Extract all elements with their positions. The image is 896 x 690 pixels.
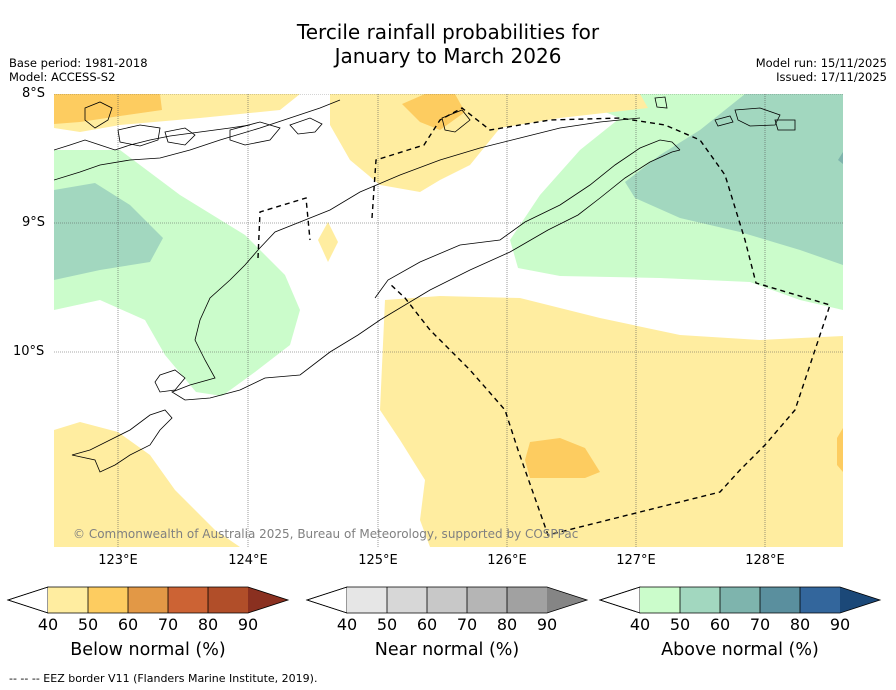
near-colorbar-segment	[467, 587, 507, 613]
below-colorbar-segment	[168, 587, 208, 613]
near-colorbar-max-extension	[547, 587, 587, 613]
lat-label-10s: 10°S	[13, 344, 45, 359]
above-colorbar-tick-label: 90	[829, 615, 851, 634]
above-colorbar-segment	[720, 587, 760, 613]
below-colorbar-segment	[88, 587, 128, 613]
lon-label-123e: 123°E	[98, 553, 138, 568]
below-colorbar-segment	[48, 587, 88, 613]
above-colorbar-outline	[598, 586, 882, 614]
above-colorbar-segment	[800, 587, 840, 613]
near-normal-label: Near normal (%)	[374, 640, 520, 660]
below-colorbar-segment	[128, 587, 168, 613]
lon-label-128e: 128°E	[745, 553, 785, 568]
eez-border	[257, 107, 831, 536]
near-colorbar-outline	[305, 586, 589, 614]
graticule	[54, 94, 843, 547]
below-normal-zone-south-west	[54, 422, 240, 547]
above-normal-high-west	[54, 183, 163, 280]
lon-label-127e: 127°E	[616, 553, 656, 568]
above-colorbar-segment	[760, 587, 800, 613]
below-colorbar-max-extension	[248, 587, 288, 613]
above-colorbar-tick-label: 60	[709, 615, 731, 634]
title-line-1: Tercile rainfall probabilities for	[296, 20, 600, 44]
above-colorbar-tick-label: 50	[669, 615, 691, 634]
above-colorbar-tick-label: 70	[749, 615, 771, 634]
eez-footer-note: -- -- -- EEZ border V11 (Flanders Marine…	[9, 672, 318, 685]
below-colorbar-min-extension	[6, 586, 49, 614]
lon-label-125e: 125°E	[358, 553, 398, 568]
base-period: Base period: 1981-2018	[9, 56, 148, 70]
colorbars	[6, 586, 882, 614]
above-colorbar-tick-label: 40	[629, 615, 651, 634]
near-colorbar-tick-label: 90	[536, 615, 558, 634]
copyright-notice: © Commonwealth of Australia 2025, Bureau…	[73, 527, 579, 541]
above-normal-label: Above normal (%)	[661, 640, 819, 660]
below-colorbar-outline	[6, 586, 290, 614]
lat-label-9s: 9°S	[22, 215, 46, 230]
below-normal-label: Below normal (%)	[70, 640, 226, 660]
lon-label-126e: 126°E	[487, 553, 527, 568]
coastline-timor-north	[171, 117, 681, 401]
above-colorbar-segment	[680, 587, 720, 613]
near-colorbar-segment	[387, 587, 427, 613]
above-colorbar-max-extension	[840, 587, 880, 613]
lat-label-8s: 8°S	[22, 86, 46, 101]
near-colorbar-tick-label: 80	[496, 615, 518, 634]
meta-left: Base period: 1981-2018 Model: ACCESS-S2	[9, 56, 148, 84]
below-colorbar-tick-label: 50	[77, 615, 99, 634]
coastline-flores-islands	[54, 99, 341, 181]
above-colorbar-tick-label: 80	[789, 615, 811, 634]
title-line-2: January to March 2026	[334, 44, 562, 68]
issued-date: Issued: 17/11/2025	[776, 70, 887, 84]
coastlines	[54, 96, 796, 473]
near-colorbar-segment	[427, 587, 467, 613]
lon-label-124e: 124°E	[228, 553, 268, 568]
near-colorbar-tick-label: 60	[416, 615, 438, 634]
below-colorbar-tick-label: 40	[37, 615, 59, 634]
near-colorbar-tick-label: 70	[456, 615, 478, 634]
model-name: Model: ACCESS-S2	[9, 70, 116, 84]
above-normal-high-east	[625, 94, 843, 265]
above-colorbar-segment	[640, 587, 680, 613]
near-colorbar-segment	[507, 587, 547, 613]
model-run: Model run: 15/11/2025	[755, 56, 887, 70]
below-colorbar-tick-label: 90	[237, 615, 259, 634]
below-colorbar-segment	[208, 587, 248, 613]
colorbar-near	[305, 586, 589, 614]
near-colorbar-segment	[347, 587, 387, 613]
below-colorbar-tick-label: 70	[157, 615, 179, 634]
map-title: Tercile rainfall probabilities for Janua…	[0, 20, 896, 68]
below-colorbar-tick-label: 80	[197, 615, 219, 634]
near-colorbar-tick-label: 50	[376, 615, 398, 634]
near-colorbar-tick-label: 40	[336, 615, 358, 634]
below-colorbar-tick-label: 60	[117, 615, 139, 634]
colorbar-below	[6, 586, 290, 614]
probability-shading	[54, 94, 843, 547]
colorbar-above	[598, 586, 882, 614]
near-colorbar-min-extension	[305, 586, 348, 614]
below-normal-zone-top	[330, 94, 648, 192]
above-colorbar-min-extension	[598, 586, 641, 614]
meta-right: Model run: 15/11/2025 Issued: 17/11/2025	[756, 56, 887, 84]
